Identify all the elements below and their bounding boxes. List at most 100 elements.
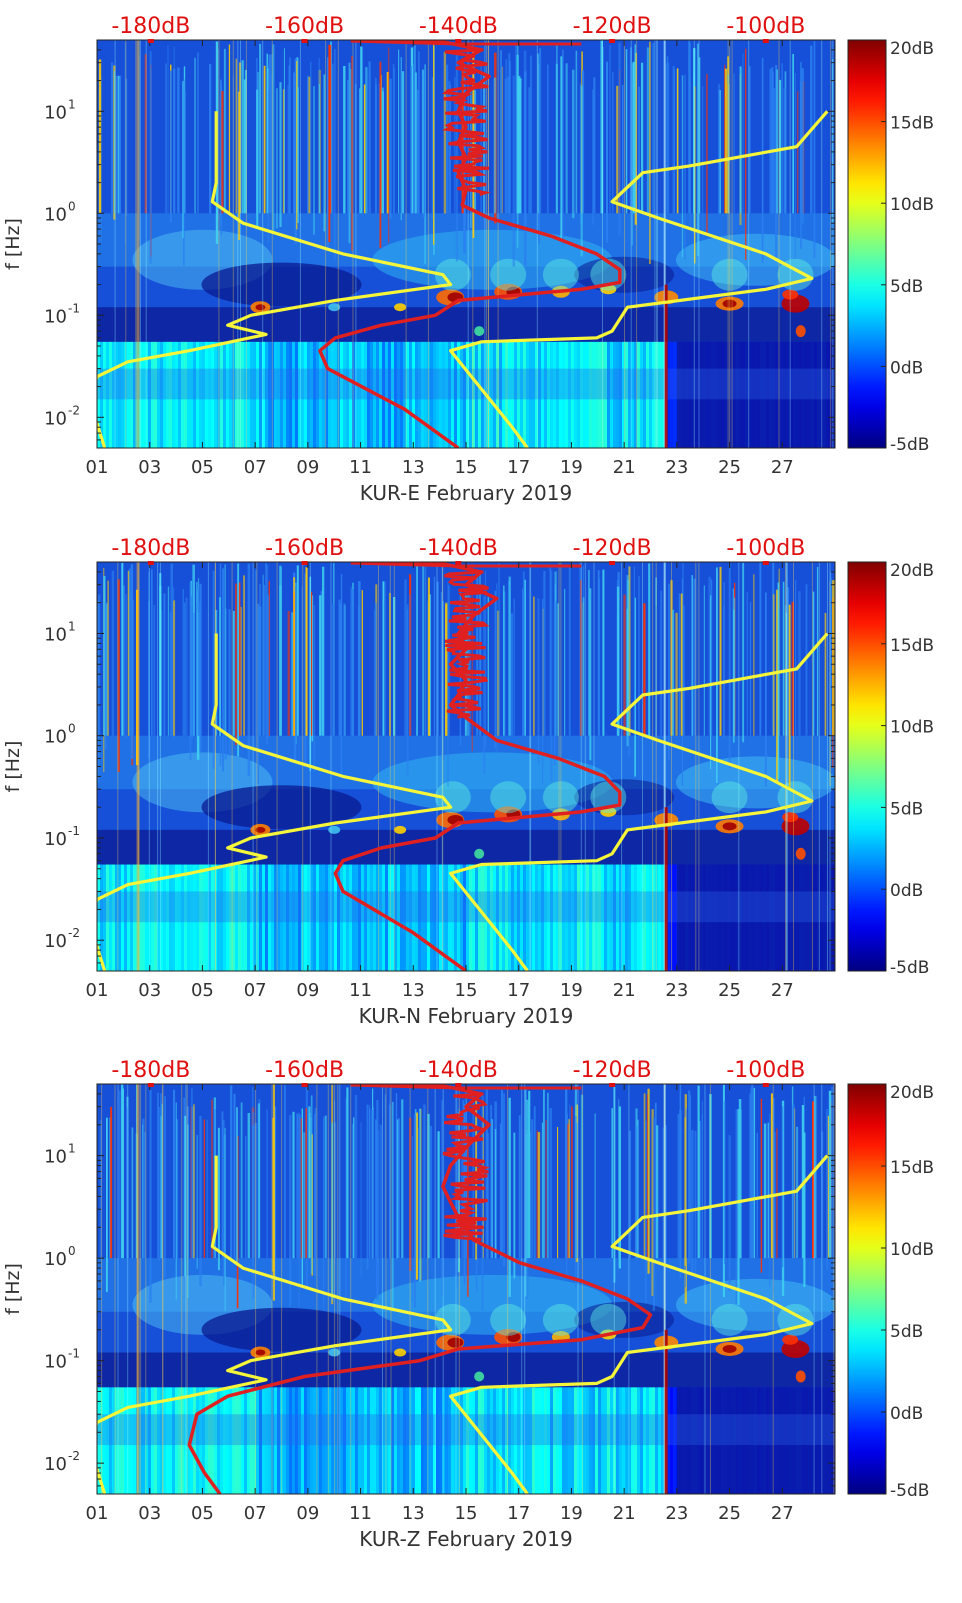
y-tick-exponent: 1 bbox=[68, 619, 76, 633]
y-tick-exponent: 0 bbox=[68, 199, 76, 213]
x-tick-label: 01 bbox=[86, 980, 109, 1001]
colorbar-label: 5dB bbox=[890, 277, 923, 297]
x-tick-label: 23 bbox=[665, 457, 688, 478]
top-axis-db-label: -140dB bbox=[419, 536, 498, 561]
y-tick-label: 10 bbox=[44, 102, 67, 123]
colorbar-label: -5dB bbox=[890, 1481, 929, 1501]
x-tick-label: 27 bbox=[771, 980, 794, 1001]
y-tick-exponent: 0 bbox=[68, 1244, 76, 1258]
y-tick-label: 10 bbox=[44, 1249, 67, 1270]
x-tick-label: 05 bbox=[191, 457, 214, 478]
top-axis-tick bbox=[455, 39, 462, 43]
spectrogram-image bbox=[97, 40, 835, 448]
series-line-yellow-high bbox=[449, 110, 829, 448]
x-tick-label: 11 bbox=[349, 457, 372, 478]
top-axis-db-label: -120dB bbox=[573, 1058, 652, 1083]
y-tick-exponent: -2 bbox=[68, 926, 80, 940]
colorbar-label: 15dB bbox=[890, 636, 934, 656]
top-axis-tick bbox=[609, 1083, 616, 1087]
y-tick-label: 10 bbox=[44, 1454, 67, 1475]
y-tick-label: 10 bbox=[44, 306, 67, 327]
x-tick-label: 25 bbox=[718, 1503, 741, 1524]
x-tick-label: 27 bbox=[771, 457, 794, 478]
x-tick-label: 07 bbox=[244, 457, 267, 478]
top-axis-db-label: -160dB bbox=[265, 536, 344, 561]
top-axis-db-label: -140dB bbox=[419, 14, 498, 39]
colorbar-label: 20dB bbox=[890, 39, 934, 59]
colorbar-label: 10dB bbox=[890, 195, 934, 215]
y-tick-label: 10 bbox=[44, 931, 67, 952]
y-tick-exponent: -1 bbox=[68, 824, 80, 838]
y-tick-exponent: -1 bbox=[68, 1347, 80, 1361]
psd-curve-detail bbox=[442, 1092, 491, 1241]
top-axis-db-label: -180dB bbox=[111, 14, 190, 39]
psd-curve-top bbox=[350, 40, 582, 46]
spectrogram-image bbox=[97, 562, 835, 971]
colorbar-label: 15dB bbox=[890, 114, 934, 134]
colorbar-label: 20dB bbox=[890, 561, 934, 581]
x-axis-label: KUR-E February 2019 bbox=[360, 481, 572, 505]
x-tick-label: 09 bbox=[296, 1503, 319, 1524]
y-axis-label: f [Hz] bbox=[2, 218, 24, 270]
series-line-yellow-low bbox=[97, 111, 453, 448]
top-axis-db-label: -140dB bbox=[419, 1058, 498, 1083]
x-tick-label: 21 bbox=[613, 1503, 636, 1524]
x-tick-label: 11 bbox=[349, 980, 372, 1001]
top-axis-db-label: -100dB bbox=[726, 1058, 805, 1083]
colorbar-label: -5dB bbox=[890, 958, 929, 978]
psd-curve-detail bbox=[443, 570, 490, 719]
y-tick-label: 10 bbox=[44, 204, 67, 225]
colorbar-label: 10dB bbox=[890, 1240, 934, 1260]
top-axis-tick bbox=[301, 1083, 308, 1087]
y-tick-label: 10 bbox=[44, 1147, 67, 1168]
x-tick-label: 09 bbox=[296, 980, 319, 1001]
top-axis-db-label: -100dB bbox=[726, 14, 805, 39]
series-line-red-psd bbox=[333, 562, 622, 971]
colorbar-label: 0dB bbox=[890, 881, 923, 901]
colorbar: 20dB 15dB 10dB 5dB 0dB -5dB bbox=[847, 1083, 934, 1501]
series-line-red-psd bbox=[318, 40, 622, 448]
top-axis-tick bbox=[455, 561, 462, 565]
x-tick-label: 15 bbox=[455, 980, 478, 1001]
x-tick-label: 25 bbox=[718, 980, 741, 1001]
y-tick-label: 10 bbox=[44, 727, 67, 748]
x-axis-label: KUR-Z February 2019 bbox=[359, 1527, 572, 1551]
x-tick-label: 17 bbox=[507, 980, 530, 1001]
x-tick-label: 19 bbox=[560, 457, 583, 478]
x-tick-label: 13 bbox=[402, 980, 425, 1001]
colorbar-label: 0dB bbox=[890, 358, 923, 378]
y-tick-label: 10 bbox=[44, 408, 67, 429]
x-tick-label: 03 bbox=[138, 980, 161, 1001]
x-tick-label: 03 bbox=[138, 1503, 161, 1524]
top-axis-tick bbox=[609, 561, 616, 565]
colorbar-label: 15dB bbox=[890, 1158, 934, 1178]
x-tick-label: 13 bbox=[402, 1503, 425, 1524]
top-axis-db-label: -120dB bbox=[573, 536, 652, 561]
x-tick-label: 17 bbox=[507, 1503, 530, 1524]
x-tick-label: 09 bbox=[296, 457, 319, 478]
top-axis-tick bbox=[147, 39, 154, 43]
x-tick-label: 13 bbox=[402, 457, 425, 478]
x-tick-label: 23 bbox=[665, 980, 688, 1001]
top-axis-db-label: -100dB bbox=[726, 536, 805, 561]
x-tick-label: 23 bbox=[665, 1503, 688, 1524]
y-tick-exponent: -2 bbox=[68, 1449, 80, 1463]
colorbar-label: 0dB bbox=[890, 1404, 923, 1424]
x-tick-label: 19 bbox=[560, 1503, 583, 1524]
top-axis-tick bbox=[455, 1083, 462, 1087]
colorbar-label: -5dB bbox=[890, 435, 929, 455]
top-axis-tick bbox=[609, 39, 616, 43]
top-axis-db-label: -160dB bbox=[265, 14, 344, 39]
psd-curve-detail bbox=[441, 48, 491, 197]
y-tick-exponent: -2 bbox=[68, 403, 80, 417]
y-tick-exponent: 1 bbox=[68, 1142, 76, 1156]
y-axis-label: f [Hz] bbox=[2, 741, 24, 793]
top-axis-db-label: -180dB bbox=[111, 1058, 190, 1083]
series-line-yellow-low bbox=[97, 1155, 453, 1494]
top-axis-tick bbox=[762, 39, 769, 43]
x-tick-label: 11 bbox=[349, 1503, 372, 1524]
y-tick-exponent: -1 bbox=[68, 301, 80, 315]
